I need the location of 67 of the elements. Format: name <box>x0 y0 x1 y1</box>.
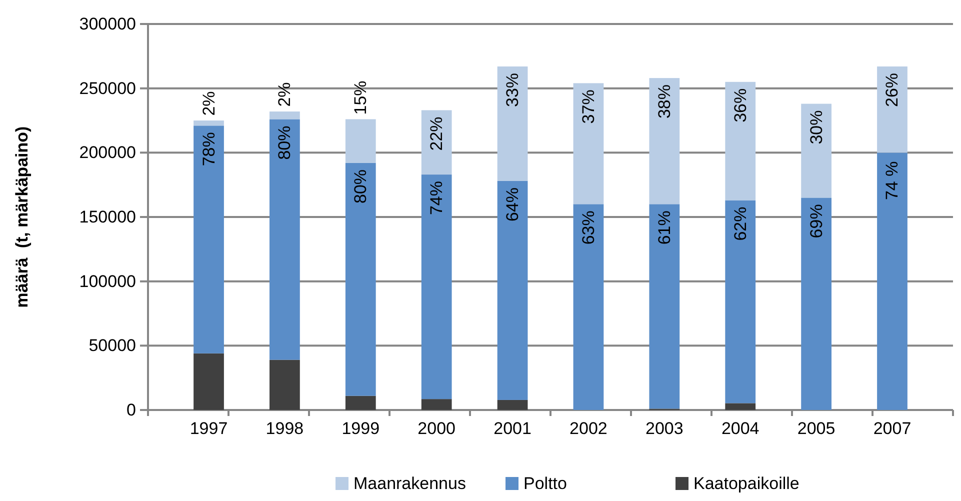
bar <box>725 200 756 404</box>
y-tick-label: 50000 <box>88 336 136 356</box>
annotation: 69% <box>806 204 826 238</box>
bar <box>270 360 300 410</box>
bar <box>649 78 680 204</box>
y-tick-label: 200000 <box>79 143 136 162</box>
annotation: 22% <box>427 116 446 151</box>
bar <box>270 111 300 120</box>
bar <box>725 82 756 200</box>
bar <box>497 66 528 181</box>
bar <box>573 204 604 410</box>
annotation: 64% <box>503 187 522 222</box>
annotation: 26% <box>882 72 902 107</box>
x-tick-label: 2003 <box>646 419 684 438</box>
bar <box>345 396 376 410</box>
x-tick-label: 2005 <box>797 419 836 438</box>
annotation: 37% <box>578 90 598 124</box>
bar <box>573 83 604 204</box>
bar <box>270 119 300 360</box>
x-tick-label: 2004 <box>721 419 760 438</box>
bar <box>801 104 832 198</box>
annotation: 38% <box>654 84 674 119</box>
bar <box>194 353 224 410</box>
bar <box>497 180 528 400</box>
bar <box>421 174 452 400</box>
annotation: 80% <box>275 126 294 160</box>
bar <box>649 204 680 409</box>
annotation: 15% <box>351 80 370 115</box>
y-tick-label: 150000 <box>79 208 136 226</box>
y-tick-label: 250000 <box>79 78 136 98</box>
annotation: 30% <box>806 110 826 144</box>
annotation: 2% <box>199 91 218 116</box>
annotation: 78% <box>199 132 218 166</box>
x-tick-label: 1999 <box>342 419 380 438</box>
annotation: 33% <box>503 72 522 107</box>
bar <box>345 162 376 396</box>
x-tick-label: 2002 <box>570 419 608 438</box>
bar <box>194 120 224 126</box>
bar <box>194 126 224 354</box>
annotation: 61% <box>654 210 674 245</box>
bar <box>877 66 908 153</box>
legend-label: Poltto <box>524 474 567 493</box>
bar <box>877 152 908 410</box>
annotation: 63% <box>578 210 598 245</box>
x-tick-label: 2000 <box>418 419 456 438</box>
legend-label: Kaatopaikoille <box>694 474 800 493</box>
annotation: 2% <box>275 82 294 107</box>
y-axis-title: määrä (t, märkäpaino) <box>12 126 32 308</box>
x-tick-label: 2001 <box>494 419 532 438</box>
annotation: 74% <box>427 181 446 216</box>
annotation: 36% <box>730 88 750 122</box>
x-tick-label: 2007 <box>873 419 912 438</box>
y-tick-label: 0 <box>126 400 136 420</box>
y-tick-label: 300000 <box>79 14 136 34</box>
bar <box>801 198 832 410</box>
legend-label: Maanrakennus <box>354 474 466 493</box>
x-tick-label: 1997 <box>190 419 228 438</box>
annotation: 62% <box>730 206 750 241</box>
bar <box>421 110 452 175</box>
x-tick-label: 1998 <box>266 419 304 438</box>
y-tick-label: 100000 <box>79 272 136 291</box>
bar <box>421 399 452 410</box>
bar <box>725 403 756 410</box>
bar <box>345 119 376 163</box>
annotation: 74 % <box>882 161 902 200</box>
bar <box>497 400 528 410</box>
annotation: 80% <box>351 169 370 204</box>
